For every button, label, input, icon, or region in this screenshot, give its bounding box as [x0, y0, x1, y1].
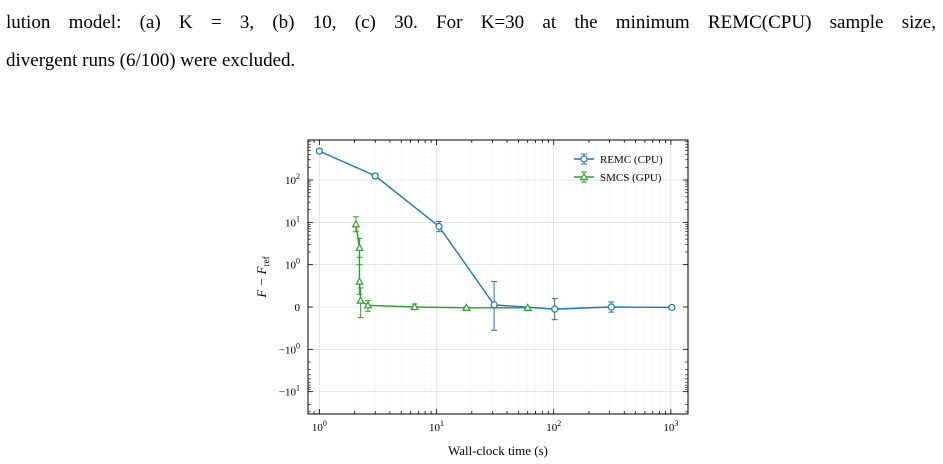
x-tick-label: 101: [429, 419, 444, 434]
data-point-remc-cpu: [490, 301, 498, 309]
data-point-smcs-gpu: [410, 302, 419, 311]
legend-item-smcs-gpu: SMCS (GPU): [574, 171, 662, 184]
axis-ticks: 102 101 100 0 −100 −101 100 101 102 103: [279, 140, 688, 434]
data-point-remc-cpu: [668, 303, 676, 312]
data-point-smcs-gpu: [355, 276, 364, 285]
legend-marker: [579, 172, 589, 181]
data-point-remc-cpu: [551, 305, 559, 313]
legend: REMC (CPU) SMCS (GPU): [574, 153, 663, 184]
data-point-remc-cpu: [315, 147, 323, 155]
legend-label-smcs-gpu: SMCS (GPU): [600, 172, 662, 184]
x-tick-label: 103: [663, 419, 678, 434]
data-point-smcs-gpu: [523, 303, 533, 311]
series-layer: [315, 147, 676, 331]
y-tick-label: 0: [295, 302, 301, 314]
data-point-remc-cpu: [607, 303, 615, 311]
caption-line-1: lution model: (a) K = 3, (b) 10, (c) 30.…: [6, 12, 936, 33]
y-tick-label: 102: [285, 172, 300, 187]
data-point-smcs-gpu: [351, 219, 361, 228]
grid-lines: [307, 140, 688, 414]
data-point-remc-cpu: [371, 172, 379, 180]
data-point-smcs-gpu: [462, 303, 471, 311]
y-tick-label: −100: [279, 341, 300, 356]
data-point-remc-cpu: [435, 222, 443, 231]
data-point-smcs-gpu: [355, 243, 364, 251]
x-tick-label: 102: [546, 419, 561, 434]
y-tick-label: −101: [279, 384, 300, 399]
y-tick-label: 101: [285, 214, 300, 229]
x-axis-label: Wall-clock time (s): [448, 443, 548, 458]
legend-marker: [580, 155, 588, 163]
series-line-smcs-gpu: [355, 224, 528, 309]
y-axis-label-text: F − Fref: [254, 256, 271, 298]
legend-label-remc-cpu: REMC (CPU): [600, 154, 663, 166]
x-tick-label: 100: [312, 419, 327, 434]
y-axis-label: F − Fref: [254, 256, 271, 298]
caption-text: lution model: (a) K = 3, (b) 10, (c) 30.…: [6, 4, 936, 80]
plot-frame: [307, 139, 689, 415]
y-tick-label: 100: [285, 257, 300, 272]
data-point-smcs-gpu: [363, 300, 373, 309]
data-point-smcs-gpu: [356, 295, 365, 304]
caption-line-2: divergent runs (6/100) were excluded.: [6, 50, 296, 71]
legend-item-remc-cpu: REMC (CPU): [574, 153, 663, 166]
